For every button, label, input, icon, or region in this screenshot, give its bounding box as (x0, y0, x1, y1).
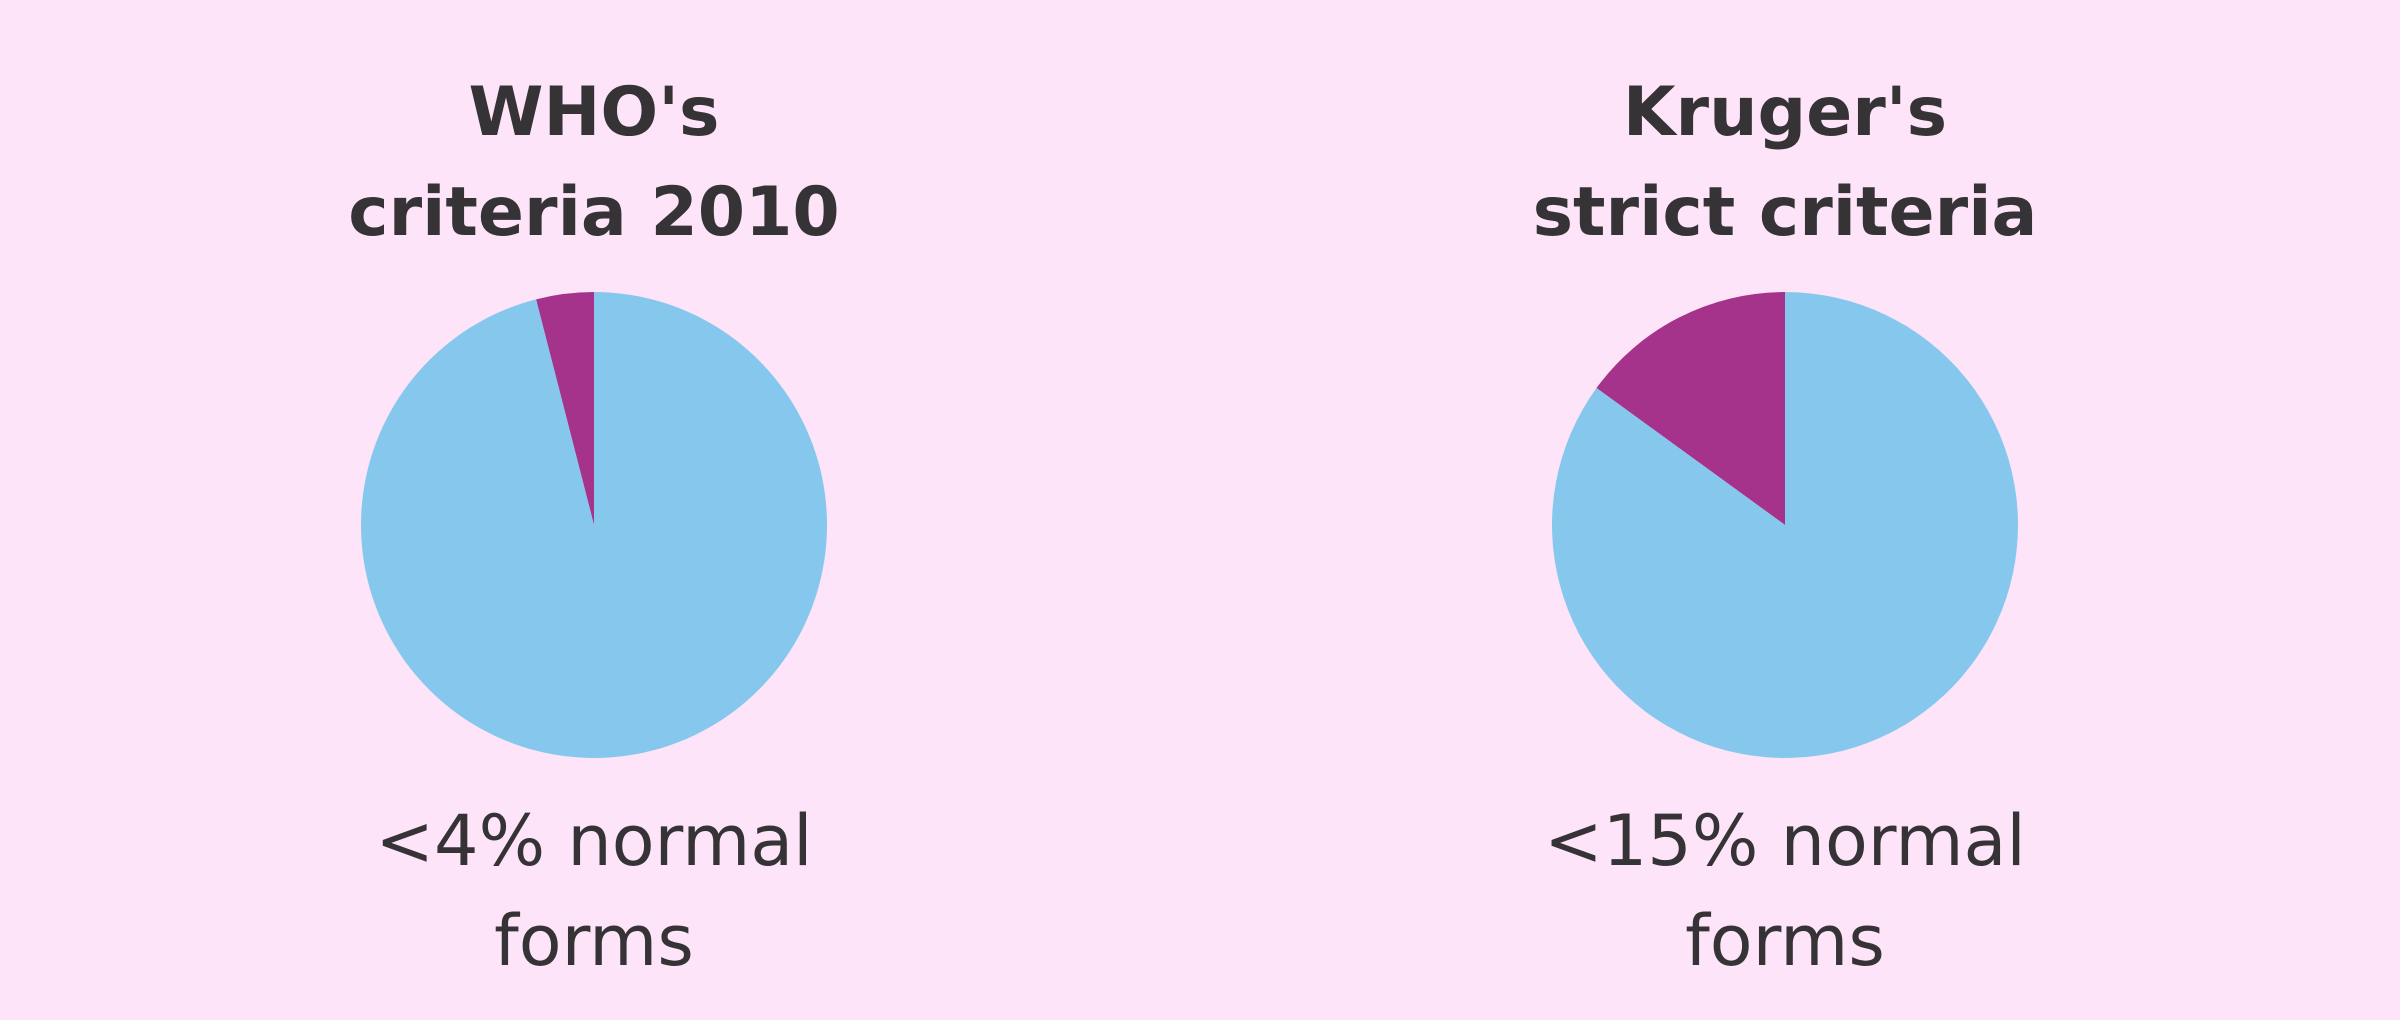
caption: <4% normal (375, 800, 812, 882)
chart-title: Kruger's (1623, 73, 1947, 152)
pie-slice (361, 292, 828, 758)
caption: forms (494, 900, 694, 982)
chart-title: strict criteria (1533, 173, 2038, 252)
pie-slice (1596, 292, 1785, 525)
pie-slice (536, 292, 594, 525)
caption: <15% normal (1544, 800, 2026, 882)
caption: forms (1685, 900, 1885, 982)
chart-title: WHO's (468, 73, 719, 152)
pie-slice (1551, 292, 2018, 758)
chart-title: criteria 2010 (348, 173, 839, 252)
